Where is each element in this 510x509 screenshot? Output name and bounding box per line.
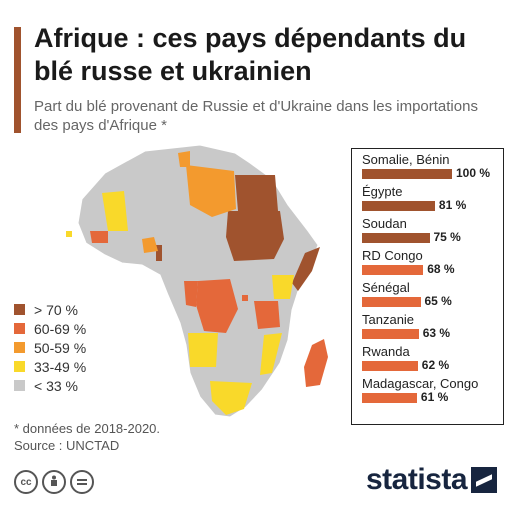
bar-row: Madagascar, Congo 61 %: [352, 373, 503, 405]
legend-swatch: [14, 380, 25, 391]
bar: [362, 169, 452, 179]
legend-item-lt33: < 33 %: [14, 376, 86, 395]
legend-label: 33-49 %: [34, 358, 87, 375]
bar-row: Tanzanie 63 %: [352, 309, 503, 341]
legend-swatch: [14, 361, 25, 372]
bar: [362, 265, 424, 275]
page-title: Afrique : ces pays dépendants du blé rus…: [34, 23, 467, 86]
bar-row: Soudan 75 %: [352, 213, 503, 245]
brand-name: statista: [366, 463, 468, 496]
congo-shape: [184, 281, 198, 307]
bar-row: RD Congo 68 %: [352, 245, 503, 277]
bar-category-label: Égypte: [362, 184, 403, 199]
legend: > 70 % 60-69 % 50-59 % 33-49 % < 33 %: [14, 300, 86, 395]
sudan-shape: [226, 211, 284, 261]
nigeria-shape: [142, 237, 158, 253]
mauritania-shape: [102, 191, 128, 231]
bar-category-label: Somalie, Bénin: [362, 152, 450, 167]
bar-value-label: 75 %: [433, 230, 461, 244]
statista-mark-icon: [471, 467, 498, 493]
tanzania-shape: [254, 301, 280, 329]
attribution-icon[interactable]: [42, 470, 66, 494]
data-note: * données de 2018-2020.: [14, 421, 161, 436]
bar-value-label: 61 %: [420, 390, 449, 404]
bar-row: Rwanda 62 %: [352, 341, 503, 373]
source-note: Source : UNCTAD: [14, 438, 120, 453]
legend-label: > 70 %: [34, 301, 78, 318]
legend-label: < 33 %: [34, 377, 78, 394]
bar: [362, 329, 419, 339]
no-derivatives-icon[interactable]: [70, 470, 94, 494]
south-africa-shape: [210, 381, 252, 415]
africa-map: [66, 144, 328, 418]
drc-shape: [196, 279, 238, 333]
bar-category-label: Tanzanie: [362, 312, 415, 327]
license-icons: cc: [14, 470, 94, 494]
legend-item-gt70: > 70 %: [14, 300, 86, 319]
egypt-shape: [235, 175, 278, 211]
bar-value-label: 63 %: [422, 326, 451, 340]
somalia-shape: [292, 247, 320, 291]
bar: [362, 361, 418, 371]
legend-item-50-59: 50-59 %: [14, 338, 86, 357]
senegal-shape: [90, 231, 108, 243]
tunisia-shape: [178, 151, 190, 167]
benin-shape: [156, 245, 162, 261]
title-accent-bar: [14, 27, 21, 133]
bar-value-label: 65 %: [424, 294, 452, 308]
ranking-panel: Somalie, Bénin 100 % Égypte 81 % Soudan …: [351, 148, 504, 425]
bar-category-label: Madagascar, Congo: [362, 376, 479, 391]
bar-category-label: Rwanda: [362, 344, 410, 359]
bar-value-label: 100 %: [456, 166, 491, 180]
legend-label: 50-59 %: [34, 339, 87, 356]
legend-label: 60-69 %: [34, 320, 87, 337]
bar: [362, 297, 421, 307]
mozambique-shape: [260, 333, 282, 375]
legend-swatch: [14, 323, 25, 334]
creative-commons-icon[interactable]: cc: [14, 470, 38, 494]
bar-value-label: 62 %: [421, 358, 450, 372]
kenya-shape: [272, 275, 294, 299]
bar-row: Sénégal 65 %: [352, 277, 503, 309]
rwanda-shape: [242, 295, 248, 301]
bar: [362, 201, 435, 211]
bar-category-label: Soudan: [362, 216, 407, 231]
legend-item-60-69: 60-69 %: [14, 319, 86, 338]
statista-logo[interactable]: statista: [366, 463, 498, 497]
legend-swatch: [14, 342, 25, 353]
footnote: * données de 2018-2020. Source : UNCTAD: [14, 420, 160, 454]
bar-value-label: 68 %: [427, 262, 455, 276]
bar: [362, 233, 430, 243]
angola-shape: [188, 333, 218, 367]
bar-row: Somalie, Bénin 100 %: [352, 149, 503, 181]
page-subtitle: Part du blé provenant de Russie et d'Ukr…: [34, 98, 478, 134]
madagascar-shape: [304, 339, 328, 387]
bar-row: Égypte 81 %: [352, 181, 503, 213]
legend-swatch: [14, 304, 25, 315]
bar: [362, 393, 417, 403]
bar-category-label: Sénégal: [362, 280, 410, 295]
libya-shape: [186, 165, 236, 217]
cape-verde-shape: [66, 231, 72, 237]
bar-category-label: RD Congo: [362, 248, 423, 263]
bar-value-label: 81 %: [438, 198, 467, 212]
legend-item-33-49: 33-49 %: [14, 357, 86, 376]
